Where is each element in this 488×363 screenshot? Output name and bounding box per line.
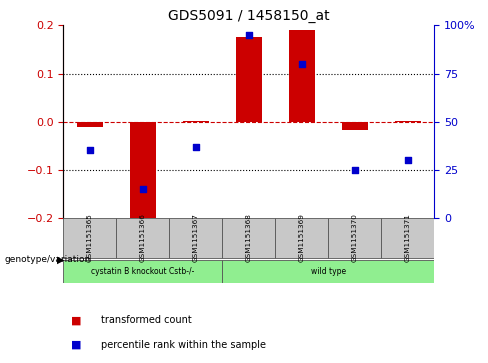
Point [298,61,306,67]
Text: GSM1151370: GSM1151370 [352,213,358,262]
Text: GSM1151368: GSM1151368 [246,213,252,262]
Bar [275,218,328,258]
Bar [183,121,209,122]
Bar [63,260,223,283]
Bar [328,218,381,258]
Text: ■: ■ [71,340,81,350]
Text: transformed count: transformed count [101,315,191,325]
Bar [395,121,421,122]
Text: GSM1151365: GSM1151365 [87,213,93,262]
Bar [223,218,275,258]
Bar [288,30,315,122]
Bar [342,122,368,130]
Point [86,147,94,153]
Bar [381,218,434,258]
Point [139,186,147,192]
Bar [117,218,169,258]
Text: cystatin B knockout Cstb-/-: cystatin B knockout Cstb-/- [91,267,195,276]
Bar [63,218,117,258]
Text: GSM1151369: GSM1151369 [299,213,305,262]
Text: percentile rank within the sample: percentile rank within the sample [101,340,265,350]
Point [351,167,359,172]
Text: ▶: ▶ [57,254,65,265]
Text: GSM1151371: GSM1151371 [405,213,411,262]
Text: wild type: wild type [311,267,346,276]
Point [245,32,253,38]
Bar [236,37,262,122]
Text: genotype/variation: genotype/variation [5,255,91,264]
Bar [130,122,156,223]
Bar [169,218,223,258]
Text: ■: ■ [71,315,81,325]
Point [192,144,200,150]
Point [404,157,412,163]
Bar [77,122,103,127]
Bar [223,260,434,283]
Text: GSM1151367: GSM1151367 [193,213,199,262]
Text: GSM1151366: GSM1151366 [140,213,146,262]
Title: GDS5091 / 1458150_at: GDS5091 / 1458150_at [168,9,330,23]
